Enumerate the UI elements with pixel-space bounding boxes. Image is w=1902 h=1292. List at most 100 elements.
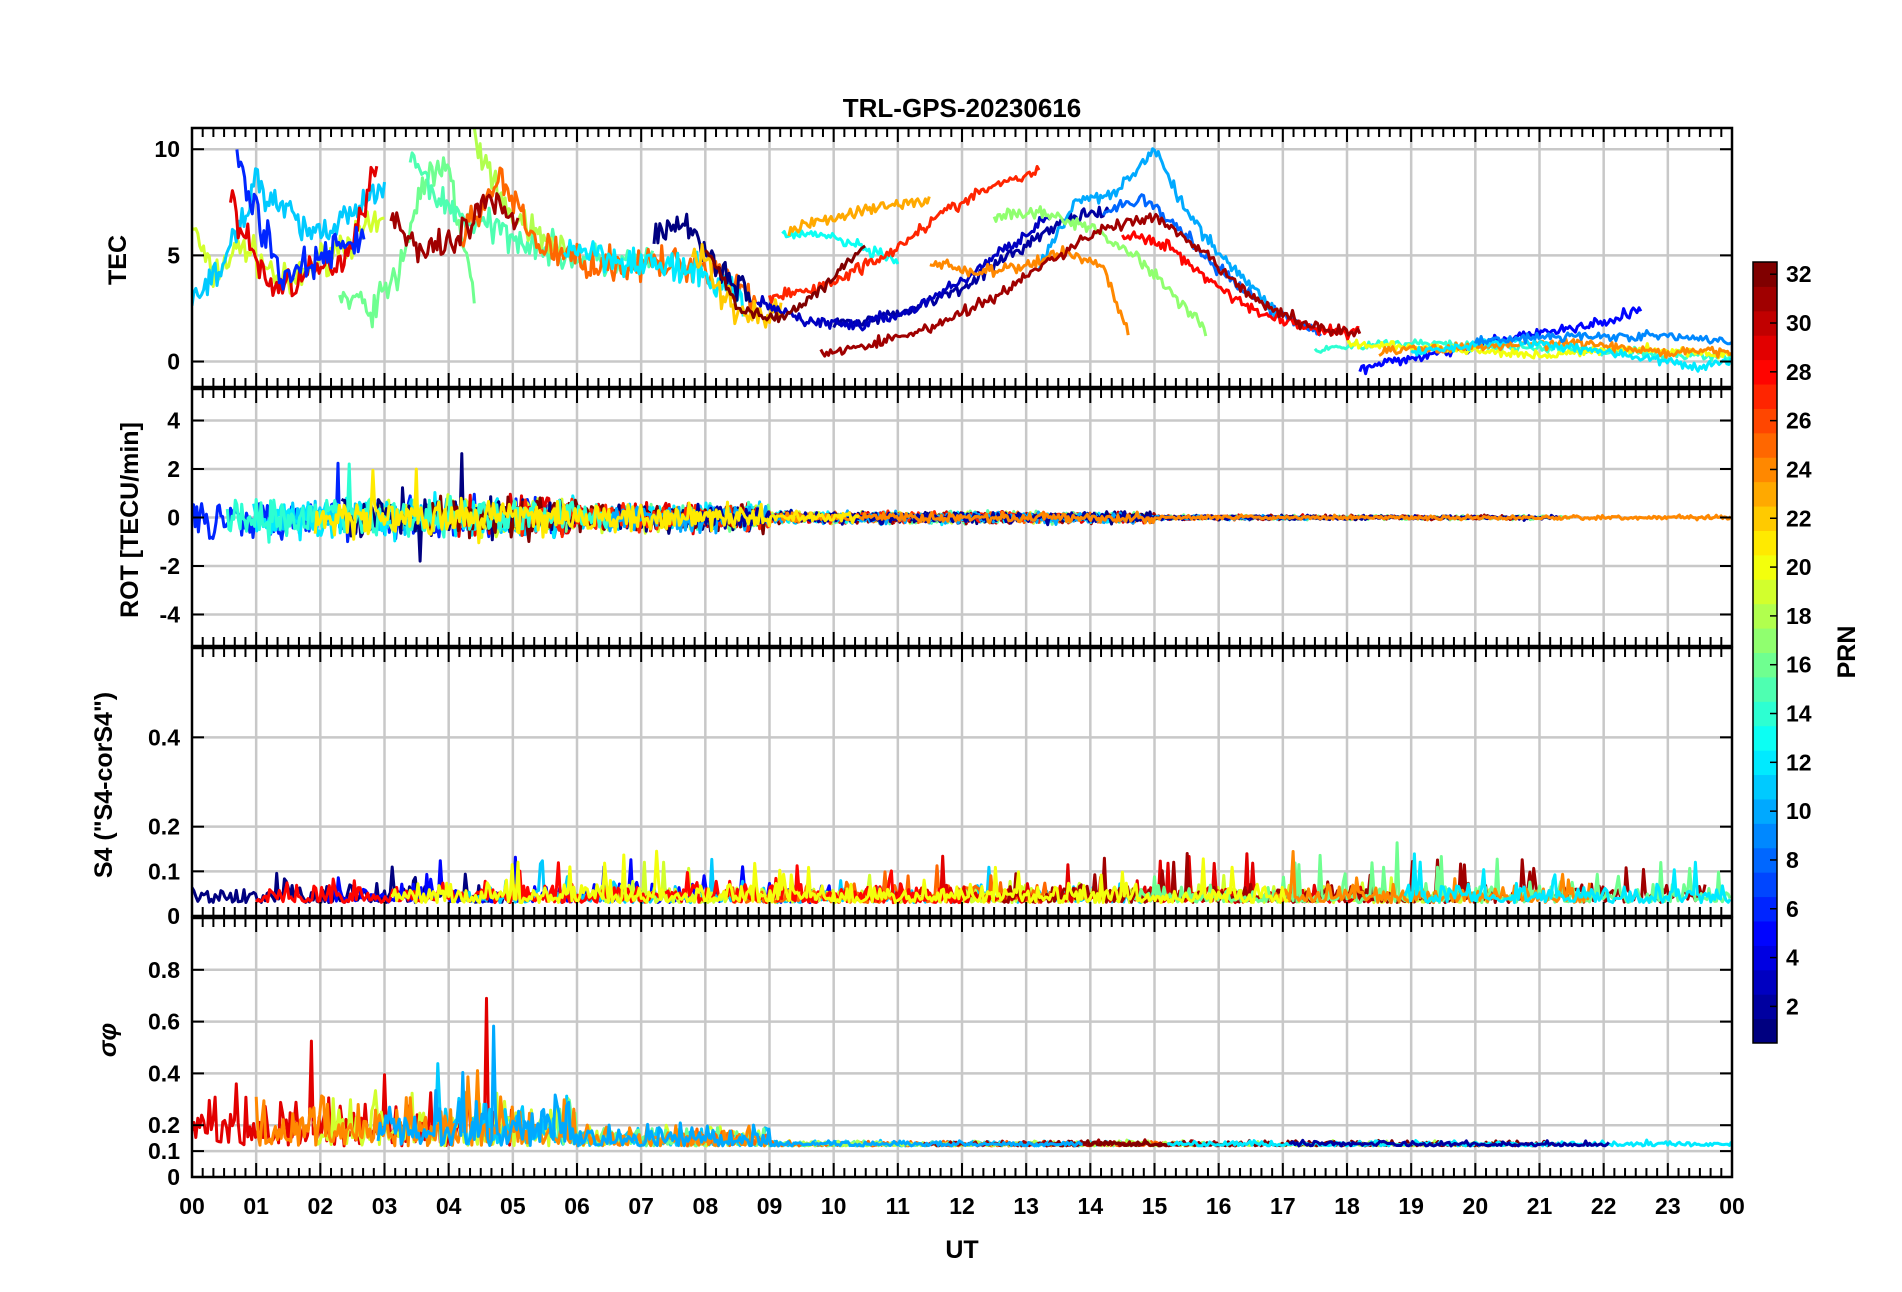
y-tick-label: 0.2 (148, 1112, 180, 1138)
colorbar-tick-label: 14 (1786, 701, 1812, 727)
colorbar-step (1753, 432, 1777, 458)
sigma-track (1288, 1138, 1610, 1148)
x-tick-label: 00 (179, 1193, 205, 1219)
series-tec (192, 128, 1732, 376)
colorbar-step (1753, 676, 1777, 702)
ticks-sig: 00.10.2 0.4 0.6 0.8 (148, 918, 1733, 1190)
series-sig (192, 996, 1732, 1148)
chart-title: TRL-GPS-20230616 (843, 93, 1081, 123)
tec-track (389, 192, 520, 264)
y-tick-label: 10 (154, 136, 180, 162)
tec-late (1410, 336, 1732, 373)
y-tick-label: 0 (167, 1164, 180, 1190)
colorbar-step (1753, 969, 1777, 995)
tec-arc (704, 244, 866, 324)
colorbar-step (1753, 628, 1777, 653)
y-tick-label: 0 (167, 349, 180, 375)
y-tick-label: 0 (167, 903, 180, 929)
colorbar-tick-label: 12 (1786, 749, 1812, 775)
x-tick-label: 07 (628, 1193, 654, 1219)
ticks-rot: -4 -2 0 2 4 (160, 389, 1733, 646)
x-tick-label: 06 (564, 1193, 590, 1219)
tec-arc (819, 212, 1362, 358)
panel-rot: -4 -2 0 2 4 ROT [TECU/min] (116, 387, 1734, 648)
sigma-track (376, 1024, 1083, 1148)
tec-arc (781, 229, 900, 265)
y-tick-label: 0.1 (148, 858, 180, 884)
y-tick-label: -4 (160, 601, 181, 627)
tec-late (1473, 329, 1732, 346)
colorbar-step (1753, 530, 1777, 556)
y-tick-label: 5 (167, 242, 180, 268)
colorbar-gradient (1753, 262, 1777, 1044)
colorbar-tick-label: 16 (1786, 652, 1812, 678)
colorbar-tick-label: 28 (1786, 359, 1812, 385)
y-tick-label: -2 (160, 553, 180, 579)
x-tick-label: 10 (821, 1193, 847, 1219)
colorbar-tick-label: 10 (1786, 798, 1812, 824)
tec-arc (756, 215, 1053, 332)
x-tick-label: 15 (1142, 1193, 1168, 1219)
colorbar-tick-label: 4 (1786, 945, 1799, 971)
x-axis-label: UT (945, 1236, 978, 1264)
y-tick-label: 0.2 (148, 814, 180, 840)
x-tick-label: 23 (1655, 1193, 1681, 1219)
tec-track (235, 149, 366, 291)
colorbar-step (1753, 384, 1777, 409)
colorbar-tick-label: 26 (1786, 408, 1812, 434)
ylabel-rot: ROT [TECU/min] (116, 422, 144, 618)
colorbar-step (1753, 725, 1777, 751)
tec-track (652, 212, 752, 303)
y-tick-label: 0.8 (148, 957, 180, 983)
colorbar-step (1753, 335, 1777, 361)
panel-sigma-phi: 00.10.2 0.4 0.6 0.8 σφ (94, 916, 1734, 1190)
x-tick-label: 14 (1078, 1193, 1104, 1219)
tec-arc (929, 245, 1130, 336)
x-tick-label: 16 (1206, 1193, 1232, 1219)
x-tick-label: 02 (308, 1193, 334, 1219)
x-tick-label: 03 (372, 1193, 398, 1219)
ylabel-s4: S4 ("S4-corS4") (90, 692, 118, 878)
tec-track (691, 243, 783, 329)
y-tick-label: 4 (167, 408, 180, 434)
x-tick-label: 09 (757, 1193, 783, 1219)
ticks-tec: 0 5 10 (154, 128, 1733, 387)
colorbar-step (1753, 579, 1777, 605)
colorbar-step (1753, 823, 1777, 849)
panel-tec: 0 5 10 TEC (104, 126, 1734, 389)
y-tick-label: 0 (167, 505, 180, 531)
y-tick-label: 0.1 (148, 1138, 180, 1164)
tec-arc (787, 196, 931, 237)
colorbar-tick-label: 6 (1786, 896, 1799, 922)
x-tick-label: 21 (1527, 1193, 1553, 1219)
colorbar-step (1753, 481, 1777, 507)
x-tick-label: 00 (1719, 1193, 1745, 1219)
x-tick-label: 22 (1591, 1193, 1617, 1219)
tec-track (472, 128, 570, 260)
tec-track (192, 167, 386, 307)
colorbar-tick-label: 2 (1786, 993, 1799, 1019)
ticks-s4: 0 0.1 0.2 0.4 (148, 648, 1733, 929)
x-tick-label: 12 (949, 1193, 975, 1219)
rot-track (779, 510, 1732, 525)
rot-track (313, 467, 861, 545)
series-s4 (192, 841, 1732, 905)
colorbar-label: PRN (1833, 626, 1861, 679)
y-tick-label: 0.4 (148, 1060, 180, 1086)
colorbar-step (1753, 1018, 1777, 1044)
series-rot (192, 452, 1732, 563)
colorbar-tick-label: 32 (1786, 261, 1812, 287)
x-tick-label: 04 (436, 1193, 462, 1219)
ylabel-sigma-phi: σφ (94, 1023, 122, 1057)
x-tick-label: 08 (693, 1193, 719, 1219)
x-tick-label: 01 (243, 1193, 269, 1219)
y-tick-label: 2 (167, 456, 180, 482)
y-tick-label: 0.6 (148, 1009, 180, 1035)
tec-arc (1037, 147, 1283, 319)
colorbar-step (1753, 286, 1777, 312)
x-tick-label: 17 (1270, 1193, 1296, 1219)
tec-track (460, 166, 758, 314)
colorbar-tick-label: 20 (1786, 554, 1812, 580)
